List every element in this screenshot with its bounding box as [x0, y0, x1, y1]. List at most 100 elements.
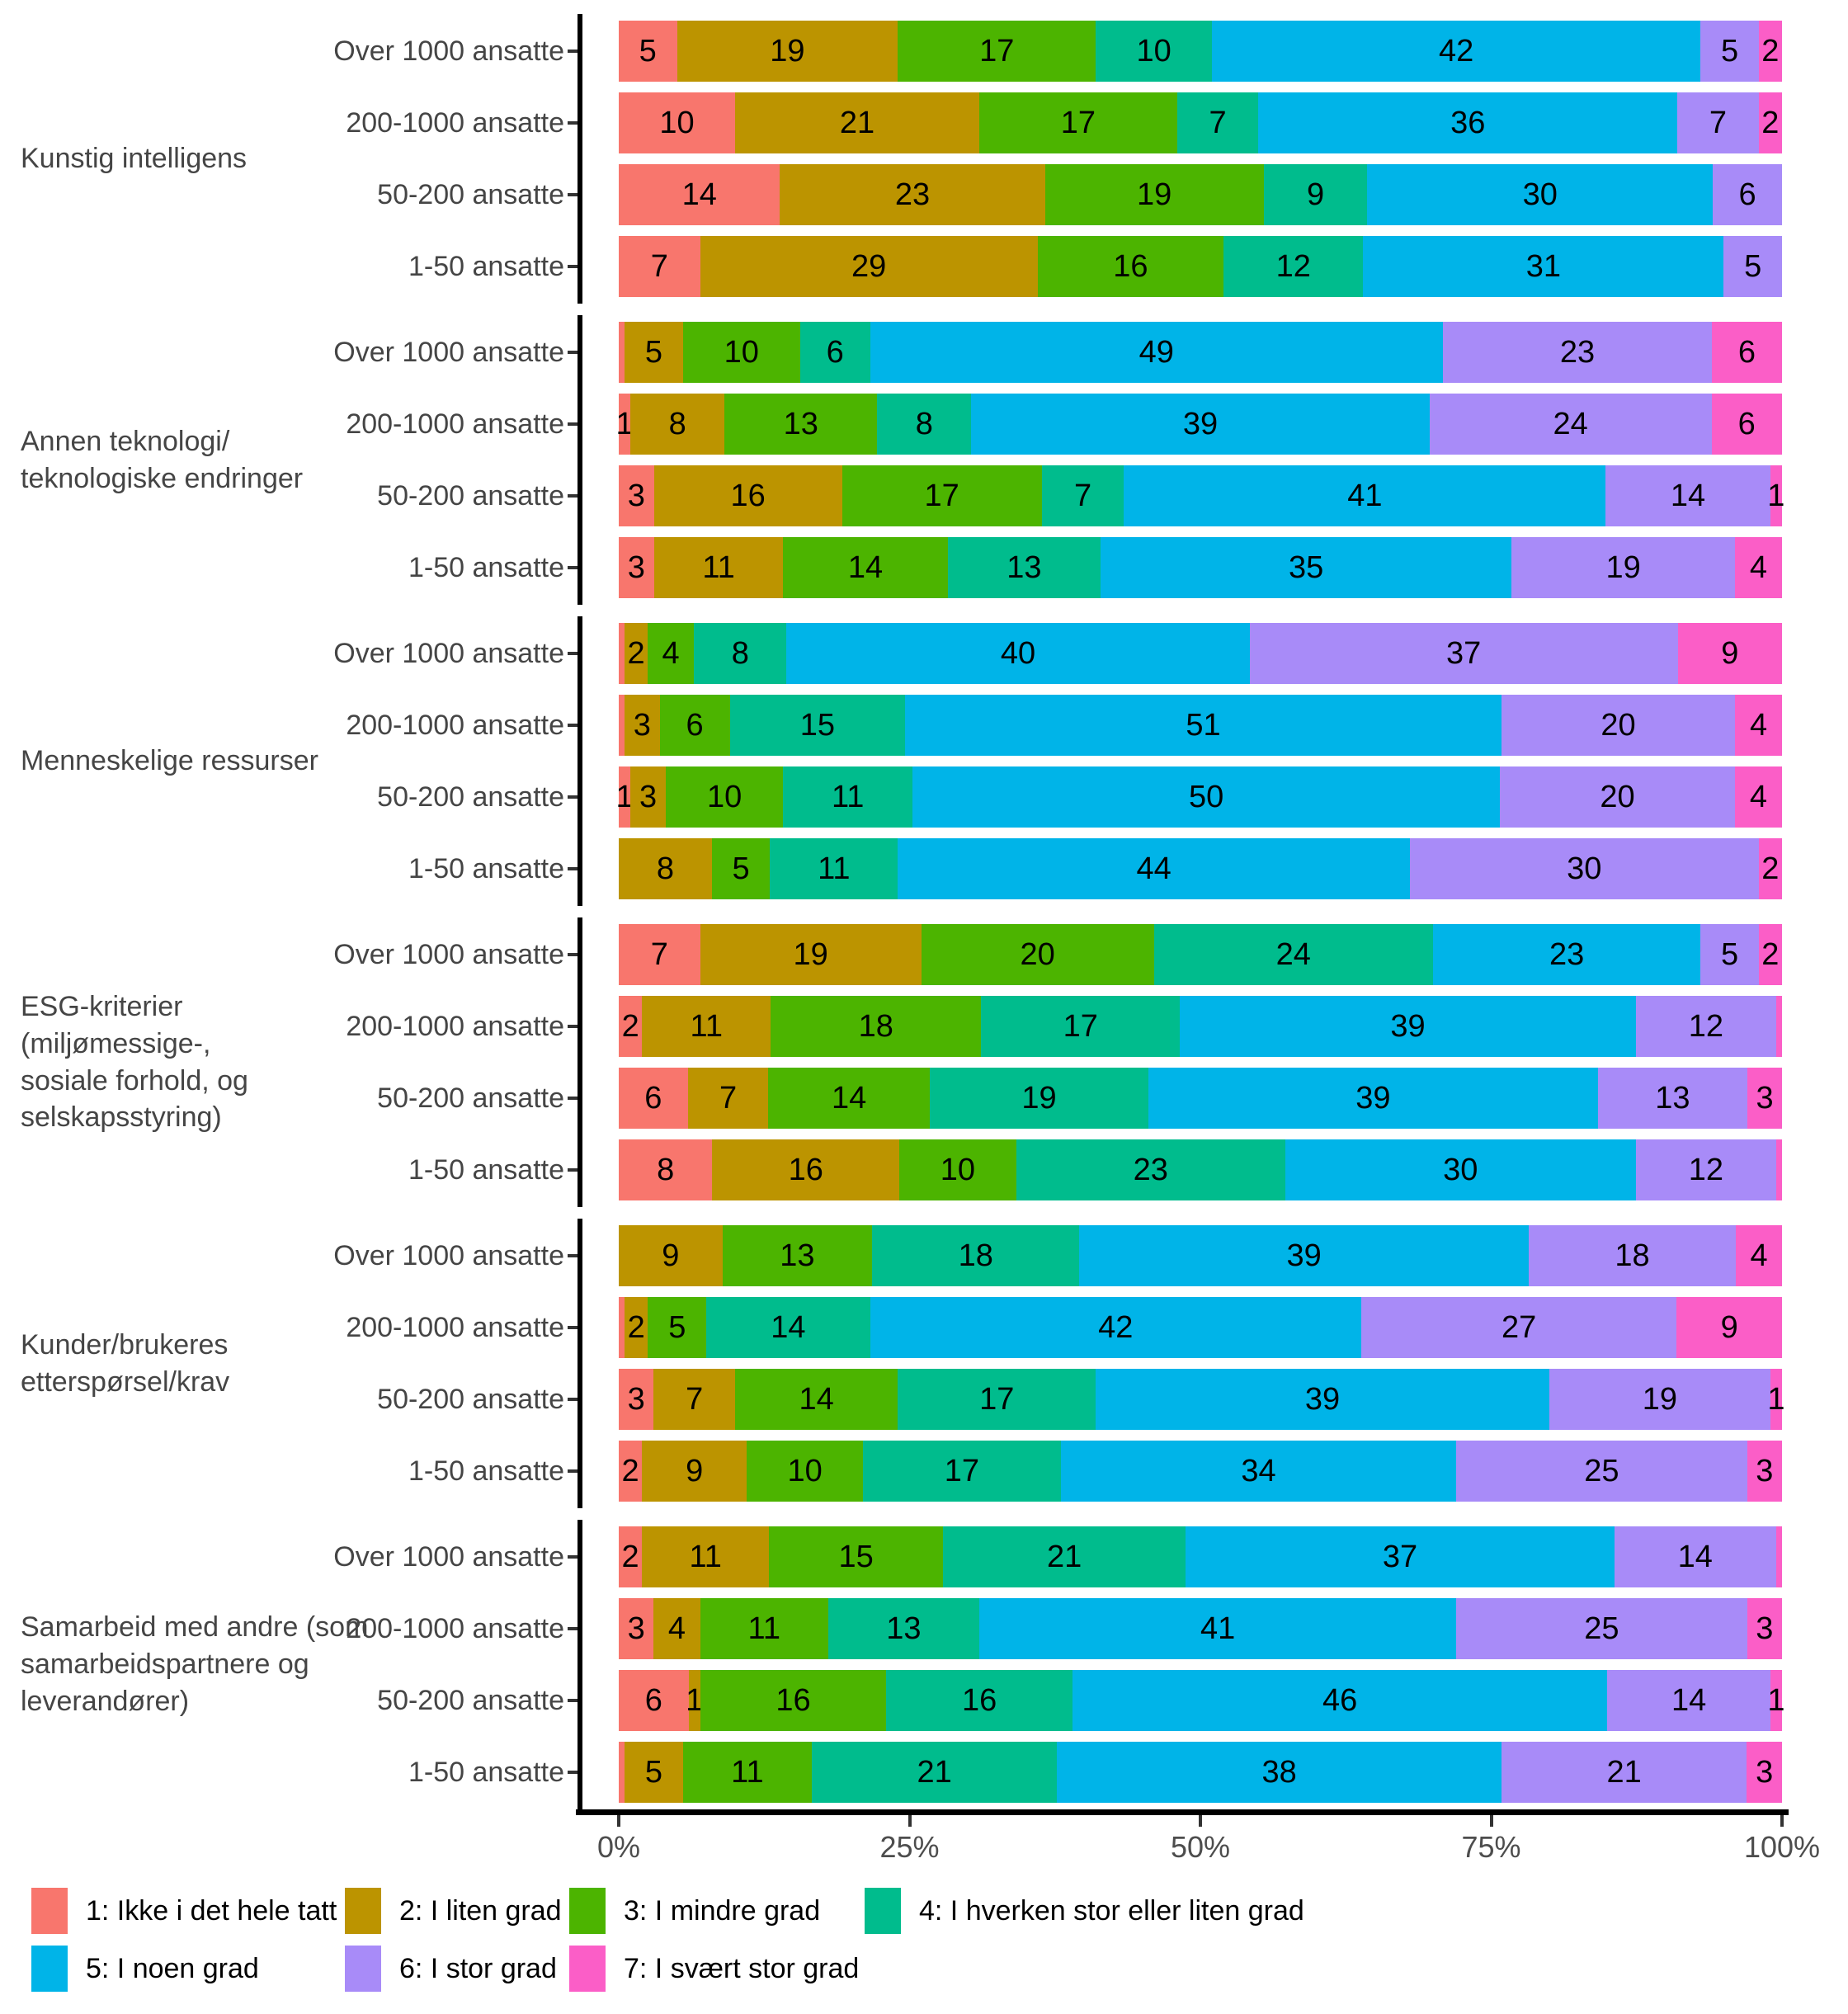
legend-swatch — [345, 1946, 381, 1992]
bar-segment: 19 — [929, 1068, 1149, 1129]
bar-value-label: 7 — [650, 936, 668, 972]
y-tick-mark — [568, 566, 578, 569]
bar-segment: 14 — [768, 1068, 930, 1129]
legend-label: 1: Ikke i det hele tatt — [86, 1894, 337, 1927]
facet-group: Menneskelige ressurser Over 1000 ansatte 2… — [0, 616, 1848, 906]
group-label-line: selskapsstyring) — [21, 1101, 222, 1134]
legend-swatch — [569, 1888, 606, 1934]
group-label-line: Annen teknologi/ — [21, 425, 230, 457]
bar-segment: 7 — [653, 1369, 735, 1430]
bar-value-label: 14 — [832, 1080, 867, 1115]
bar-segment: 37 — [1249, 623, 1678, 684]
bar-segment — [1775, 1139, 1782, 1200]
bar-value-label: 23 — [1549, 936, 1585, 972]
stacked-bar: 7 29 16 12 31 5 — [619, 236, 1782, 297]
bar-segment: 17 — [979, 92, 1177, 153]
bar-value-label: 6 — [644, 1682, 662, 1718]
stacked-bar: 2 11 18 17 39 12 — [619, 996, 1782, 1057]
group-label-line: sosiale forhold, og — [21, 1064, 248, 1097]
bar-value-label: 7 — [719, 1080, 738, 1115]
bar-value-label: 10 — [724, 334, 759, 370]
bar-value-label: 16 — [961, 1682, 997, 1718]
bar-segment: 2 — [625, 1297, 648, 1358]
bar-value-label: 12 — [1275, 248, 1311, 284]
bar-segment: 16 — [1037, 236, 1224, 297]
bar-value-label: 49 — [1138, 334, 1174, 370]
bar-value-label: 24 — [1275, 936, 1311, 972]
stacked-bar: 2 11 15 21 37 14 — [619, 1526, 1782, 1587]
bar-value-label: 14 — [1670, 478, 1706, 513]
bar-value-label: 25 — [1584, 1611, 1619, 1646]
row-category-label: 200-1000 ansatte — [346, 1612, 564, 1644]
bar-segment: 30 — [1409, 838, 1759, 899]
bar-segment: 3 — [630, 766, 666, 828]
bar-segment: 1 — [1767, 1369, 1784, 1430]
stacked-bar: 2 4 8 40 37 9 — [619, 623, 1782, 684]
bar-segment: 5 — [711, 838, 771, 899]
bar-segment: 14 — [1614, 1526, 1776, 1587]
bar-segment: 4 — [1736, 1225, 1782, 1286]
bar-value-label: 4 — [667, 1611, 686, 1646]
y-tick-mark — [568, 652, 578, 655]
bar-row: 50-200 ansatte 14 23 19 9 30 6 — [0, 164, 1848, 225]
bar-value-label: 2 — [1761, 936, 1780, 972]
bar-segment: 39 — [1096, 1369, 1549, 1430]
row-category-label: 50-200 ansatte — [377, 1684, 564, 1716]
bar-value-label: 5 — [1744, 248, 1762, 284]
legend-item: 6: I stor grad — [345, 1946, 557, 1992]
bar-segment: 16 — [886, 1670, 1072, 1731]
legend-label: 4: I hverken stor eller liten grad — [919, 1894, 1304, 1927]
bar-value-label: 39 — [1355, 1080, 1391, 1115]
bar-segment: 25 — [1456, 1598, 1747, 1659]
bar-segment: 2 — [619, 1526, 643, 1587]
bar-segment: 14 — [1607, 1670, 1770, 1731]
bar-value-label: 50 — [1188, 779, 1224, 814]
bar-value-label: 17 — [944, 1453, 980, 1488]
bar-row: 1-50 ansatte 8 16 10 23 30 12 — [0, 1139, 1848, 1200]
bar-segment: 16 — [700, 1670, 887, 1731]
bar-value-label: 3 — [1756, 1611, 1774, 1646]
bar-value-label: 14 — [1671, 1682, 1707, 1718]
bar-row: 200-1000 ansatte 10 21 17 7 36 7 2 — [0, 92, 1848, 153]
bar-segment: 9 — [1677, 623, 1782, 684]
bar-value-label: 11 — [831, 779, 865, 814]
legend-label: 3: I mindre grad — [624, 1894, 821, 1927]
stacked-bar: 8 5 11 44 30 2 — [619, 838, 1782, 899]
facet-group: Kunder/brukeres etterspørsel/krav Over 100… — [0, 1219, 1848, 1508]
bar-segment: 1 — [1767, 1670, 1784, 1731]
bar-segment: 10 — [899, 1139, 1016, 1200]
bar-segment: 19 — [1511, 537, 1735, 598]
bar-segment: 2 — [625, 623, 648, 684]
bar-value-label: 2 — [621, 1453, 639, 1488]
stacked-bar: 3 16 17 7 41 14 1 — [619, 465, 1784, 526]
bar-segment: 38 — [1057, 1742, 1502, 1803]
x-tick-mark — [1199, 1815, 1202, 1827]
bar-value-label: 19 — [770, 33, 805, 68]
stacked-bar: 2 5 14 42 27 9 — [619, 1297, 1782, 1358]
bar-value-label: 10 — [940, 1152, 976, 1187]
y-tick-mark — [568, 724, 578, 727]
y-tick-mark — [568, 1254, 578, 1257]
bar-segment: 12 — [1635, 1139, 1776, 1200]
bar-segment: 10 — [1096, 21, 1213, 82]
bar-segment: 17 — [863, 1441, 1061, 1502]
row-category-label: 50-200 ansatte — [377, 178, 564, 210]
group-label-line: leverandører) — [21, 1685, 190, 1717]
bar-value-label: 30 — [1443, 1152, 1478, 1187]
bar-value-label: 13 — [1655, 1080, 1690, 1115]
bar-segment: 30 — [1367, 164, 1714, 225]
bar-segment: 42 — [870, 1297, 1361, 1358]
stacked-bar: 3 7 14 17 39 19 1 — [619, 1369, 1784, 1430]
bar-segment: 15 — [769, 1526, 943, 1587]
group-label: Samarbeid med andre (som samarbeidspartne… — [21, 1526, 557, 1803]
legend-item: 5: I noen grad — [31, 1946, 259, 1992]
bar-segment: 7 — [619, 924, 700, 985]
bar-value-label: 21 — [839, 105, 875, 140]
stacked-bar: 14 23 19 9 30 6 — [619, 164, 1782, 225]
y-axis-line — [578, 14, 582, 304]
bar-segment: 41 — [979, 1598, 1457, 1659]
x-tick-label: 50% — [1170, 1830, 1231, 1864]
bar-row: 50-200 ansatte 1 3 10 11 50 20 4 — [0, 766, 1848, 828]
bar-segment: 2 — [1758, 92, 1782, 153]
